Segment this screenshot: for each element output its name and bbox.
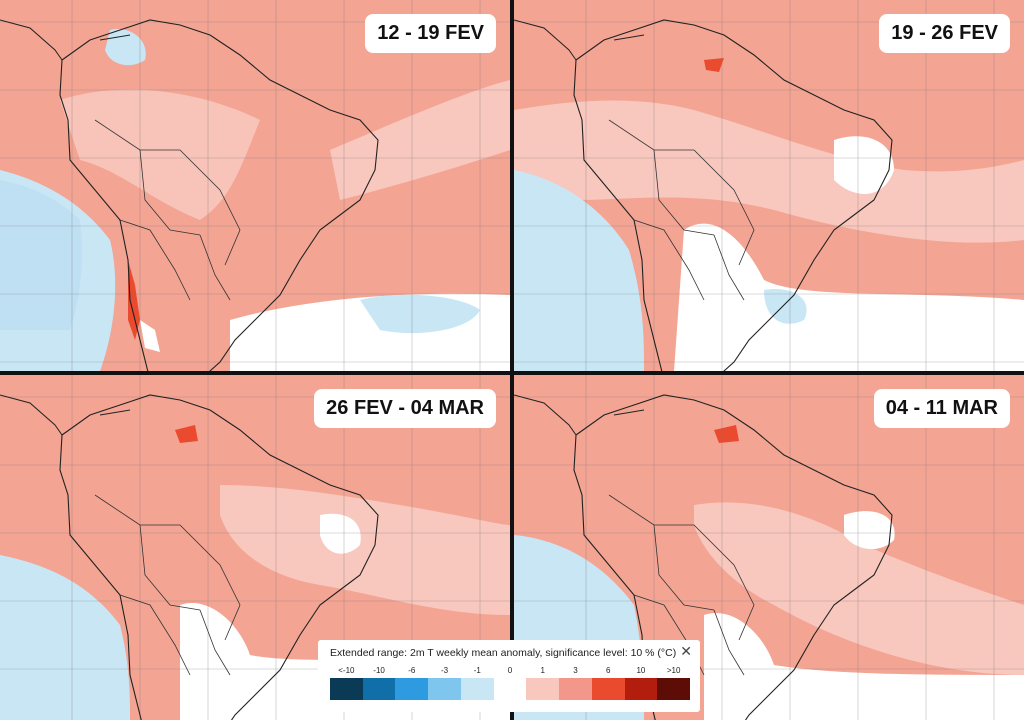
legend-scale: <-10 -10 -6 -3 -1 0 1 3 6 10 >10 xyxy=(330,666,691,706)
legend-swatches xyxy=(330,678,691,700)
legend-tick-label: 6 xyxy=(605,666,611,675)
legend-swatch xyxy=(526,678,560,700)
legend-tick-label: >10 xyxy=(666,666,681,675)
panel-label-week-2: 19 - 26 FEV xyxy=(879,14,1010,53)
close-icon[interactable]: ✕ xyxy=(680,643,692,659)
legend-swatch xyxy=(330,678,363,700)
legend-swatch xyxy=(657,678,691,700)
legend-tick-label: -10 xyxy=(373,666,385,675)
legend-tick-label: <-10 xyxy=(338,666,355,675)
legend-swatch xyxy=(362,678,396,700)
color-legend: Extended range: 2m T weekly mean anomaly… xyxy=(318,640,700,712)
panel-label-week-1: 12 - 19 FEV xyxy=(365,14,496,53)
legend-swatch xyxy=(559,678,592,700)
legend-swatch xyxy=(428,678,461,700)
legend-swatch xyxy=(591,678,625,700)
legend-tick-label: 3 xyxy=(573,666,578,675)
legend-tick-label: -6 xyxy=(408,666,416,675)
anomaly-map-week-1 xyxy=(0,0,510,371)
legend-title: Extended range: 2m T weekly mean anomaly… xyxy=(330,647,677,659)
panel-label-week-4: 04 - 11 MAR xyxy=(873,389,1010,428)
legend-tick-label: 10 xyxy=(636,666,646,675)
map-panel-week-1: 12 - 19 FEV xyxy=(0,0,510,371)
panel-label-week-3: 26 FEV - 04 MAR xyxy=(314,389,496,428)
map-panel-week-3: 26 FEV - 04 MAR xyxy=(0,375,510,720)
legend-swatch xyxy=(624,678,658,700)
anomaly-map-week-2 xyxy=(514,0,1024,371)
legend-swatch xyxy=(493,678,527,700)
map-panel-week-2: 19 - 26 FEV xyxy=(514,0,1024,371)
legend-tick-label: 0 xyxy=(507,666,513,675)
legend-swatch xyxy=(460,678,494,700)
legend-tick-label: 1 xyxy=(540,666,545,675)
legend-tick-label: -1 xyxy=(473,666,481,675)
legend-tick-label: -3 xyxy=(440,666,449,675)
legend-swatch xyxy=(395,678,429,700)
